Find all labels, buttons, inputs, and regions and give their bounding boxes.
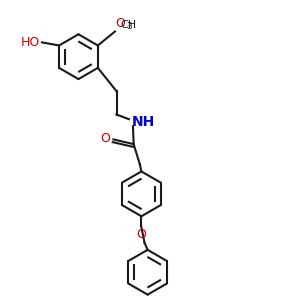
Text: CH: CH bbox=[120, 20, 136, 30]
Text: NH: NH bbox=[132, 115, 155, 129]
Text: 3: 3 bbox=[127, 22, 133, 31]
Text: O: O bbox=[136, 228, 146, 241]
Text: O: O bbox=[116, 16, 125, 30]
Text: O: O bbox=[100, 132, 110, 145]
Text: HO: HO bbox=[21, 36, 40, 49]
